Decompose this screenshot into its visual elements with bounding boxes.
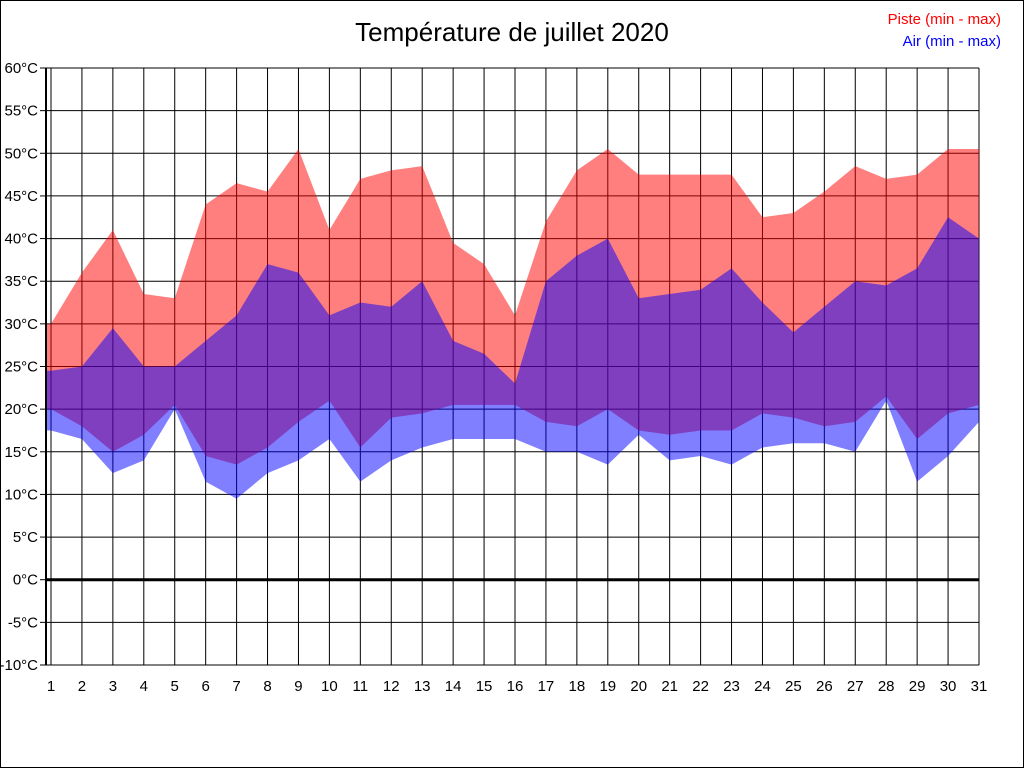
y-tick-label: 30°C <box>4 316 38 333</box>
y-tick-label: 40°C <box>4 231 38 248</box>
chart-legend: Piste (min - max) Air (min - max) <box>888 9 1001 53</box>
x-tick-label: 11 <box>353 678 369 695</box>
chart-title: Température de juillet 2020 <box>355 17 669 47</box>
x-tick-label: 17 <box>538 678 555 695</box>
y-tick-label: 20°C <box>4 401 38 418</box>
x-tick-label: 13 <box>414 678 431 695</box>
x-tick-label: 15 <box>476 678 493 695</box>
x-tick-label: 22 <box>692 678 709 695</box>
x-tick-label: 6 <box>201 678 209 695</box>
x-tick-label: 24 <box>754 678 771 695</box>
x-tick-label: 9 <box>294 678 302 695</box>
air-band <box>46 217 979 499</box>
y-tick-label: 45°C <box>4 188 38 205</box>
x-tick-label: 2 <box>78 678 86 695</box>
x-tick-label: 12 <box>383 678 400 695</box>
x-tick-label: 5 <box>171 678 179 695</box>
y-tick-label: 55°C <box>4 103 38 120</box>
x-tick-label: 31 <box>971 678 988 695</box>
x-tick-label: 10 <box>321 678 338 695</box>
y-tick-label: 25°C <box>4 359 38 376</box>
y-tick-label: 50°C <box>4 145 38 162</box>
y-tick-label: 15°C <box>4 444 38 461</box>
x-tick-label: 28 <box>878 678 895 695</box>
x-tick-label: 8 <box>263 678 271 695</box>
y-tick-label: 60°C <box>4 60 38 77</box>
x-tick-label: 30 <box>940 678 957 695</box>
x-tick-label: 26 <box>816 678 833 695</box>
x-tick-label: 14 <box>445 678 462 695</box>
y-tick-label: 35°C <box>4 273 38 290</box>
x-tick-label: 7 <box>232 678 240 695</box>
y-tick-label: 10°C <box>4 486 38 503</box>
x-tick-label: 18 <box>569 678 586 695</box>
y-tick-label: 0°C <box>13 572 38 589</box>
x-tick-label: 19 <box>599 678 616 695</box>
y-tick-label: -5°C <box>8 614 38 631</box>
x-tick-label: 25 <box>785 678 802 695</box>
legend-item-air: Air (min - max) <box>902 33 1001 50</box>
x-tick-label: 16 <box>507 678 524 695</box>
x-tick-label: 27 <box>847 678 864 695</box>
y-tick-label: 5°C <box>13 529 38 546</box>
x-tick-label: 21 <box>661 678 678 695</box>
x-tick-label: 23 <box>723 678 740 695</box>
x-tick-label: 3 <box>109 678 117 695</box>
x-tick-label: 29 <box>909 678 926 695</box>
legend-item-piste: Piste (min - max) <box>887 11 1001 28</box>
x-tick-label: 4 <box>140 678 148 695</box>
x-tick-label: 20 <box>630 678 647 695</box>
y-tick-label: -10°C <box>1 657 38 674</box>
x-tick-label: 1 <box>47 678 55 695</box>
